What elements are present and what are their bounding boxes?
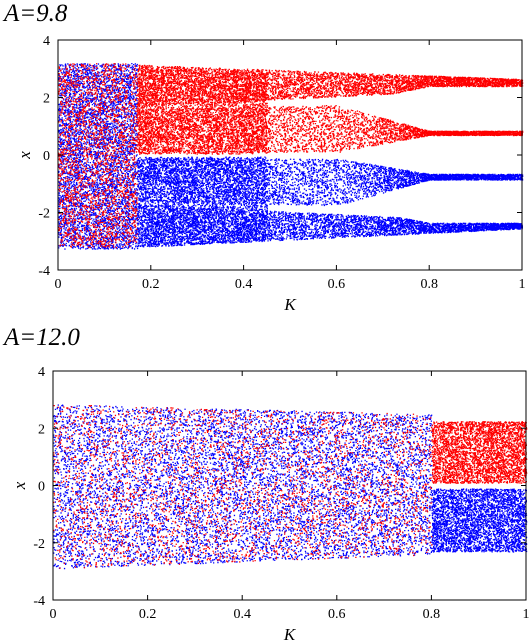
y-tick-label: -2 — [33, 537, 45, 552]
series-blue-right-band — [431, 488, 528, 553]
y-tick-label: 4 — [43, 34, 50, 49]
x-tick-label: 0 — [55, 277, 62, 292]
x-tick-label: 1 — [523, 607, 530, 622]
chart-a-axes: 0 0.2 0.4 0.6 0.8 1 4 2 0 -2 -4 Kx — [15, 34, 526, 314]
y-tick-label: 2 — [43, 92, 50, 107]
y-tick-label: 0 — [43, 149, 50, 164]
chart-b-axes: 0 0.2 0.4 0.6 0.8 1 4 2 0 -2 -4 Kx — [10, 365, 530, 643]
series-red-mixed-region — [53, 405, 433, 569]
y-tick-label: 2 — [38, 422, 45, 437]
y-tick-label: 0 — [38, 480, 45, 495]
series-red-mixed-region — [58, 63, 139, 249]
y-axis-label: x — [10, 481, 29, 490]
x-axis-label: K — [283, 625, 297, 643]
x-tick-label: 0.6 — [328, 607, 346, 622]
y-tick-label: -4 — [33, 594, 45, 609]
panel-a-title: A=9.8 — [4, 0, 68, 27]
series-blue-mixed-region — [58, 63, 139, 250]
x-tick-label: 0 — [50, 607, 57, 622]
y-tick-label: 4 — [38, 365, 45, 380]
series-blue-mixed-region — [53, 404, 433, 570]
series-red-right-band — [431, 421, 528, 484]
series-blue-lower-band — [137, 204, 523, 248]
x-tick-label: 0.4 — [235, 277, 253, 292]
y-tick-label: -4 — [38, 264, 50, 279]
x-tick-label: 0.6 — [328, 277, 346, 292]
panel-b-title: A=12.0 — [4, 324, 80, 351]
series-red-early-band — [136, 65, 269, 155]
y-axis-label: x — [15, 151, 34, 160]
x-tick-label: 0.2 — [139, 607, 157, 622]
x-tick-label: 0.4 — [233, 607, 251, 622]
chart-a: 0 0.2 0.4 0.6 0.8 1 4 2 0 -2 -4 Kx — [15, 34, 526, 314]
x-tick-label: 0.2 — [142, 277, 160, 292]
y-tick-label: -2 — [38, 207, 50, 222]
series-blue-early-band — [136, 156, 269, 248]
chart-a-marks — [58, 63, 524, 250]
series-red-upper-band — [136, 64, 524, 108]
x-tick-label: 0.8 — [420, 277, 438, 292]
x-tick-label: 1 — [519, 277, 526, 292]
x-axis-label: K — [283, 295, 297, 314]
x-tick-label: 0.8 — [423, 607, 441, 622]
chart-b-marks — [53, 404, 528, 570]
